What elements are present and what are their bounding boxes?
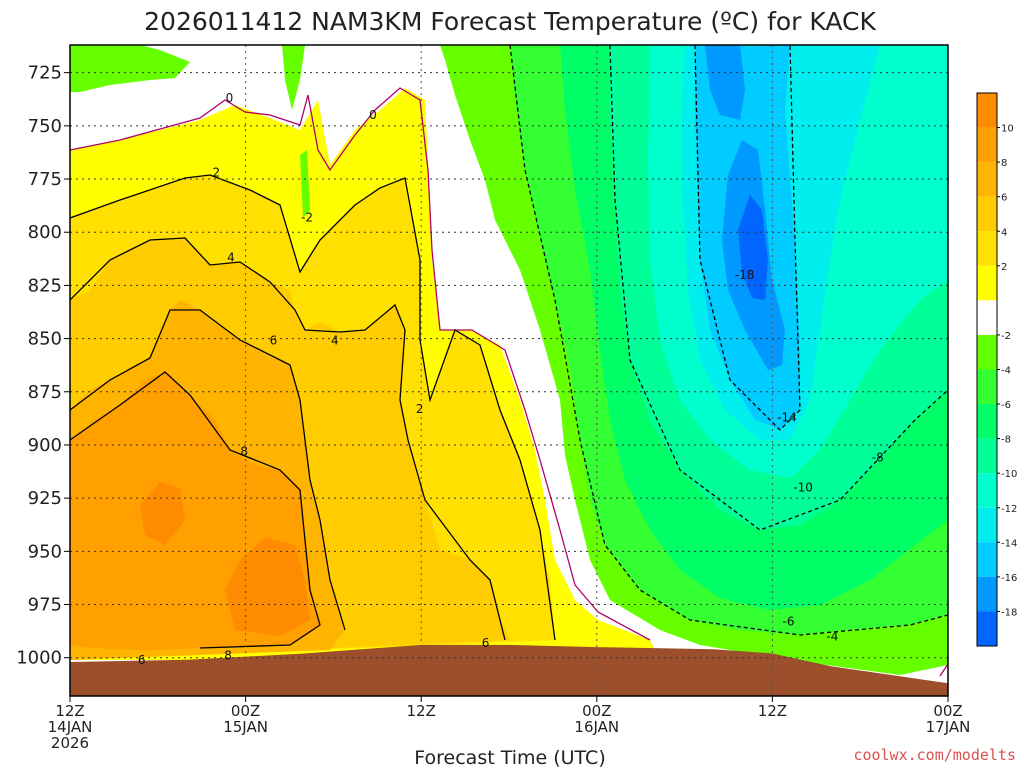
- colorbar: 10 8 6 4 2 -2 -4 -6 -8 -10 -12 -14 -16 -18: [976, 92, 1017, 647]
- contour-minus6-line: [509, 45, 948, 636]
- x-tick-label: 12Z: [758, 702, 787, 720]
- contour-label: -4: [826, 629, 838, 643]
- contour-labels: 0 0 2 -2 4 6 4 8 2 6 8 6 -18 -14 -10 -8 -6 -4: [138, 91, 884, 667]
- band-minus2-to-minus4-tendril: [300, 150, 310, 218]
- contour-0-line-b: [939, 663, 948, 677]
- colorbar-swatch: [977, 404, 997, 439]
- colorbar-label: 10: [1001, 124, 1014, 135]
- colorbar-label: -14: [1001, 538, 1017, 549]
- y-tick-label: 825: [28, 275, 62, 296]
- colorbar-label: -18: [1001, 607, 1017, 618]
- band-minus2-to-minus4-spike: [282, 45, 305, 110]
- contour-label: -14: [777, 410, 797, 424]
- band-minus16-to-minus18: [705, 45, 745, 120]
- colorbar-label: 6: [1001, 193, 1007, 204]
- contour-8-line: [70, 371, 321, 649]
- contour-0-line-a: [70, 87, 651, 641]
- contour-2-line: [70, 174, 556, 641]
- contour-label: 2: [213, 166, 221, 180]
- y-tick-label: 900: [28, 435, 62, 456]
- colorbar-label: -12: [1001, 504, 1017, 515]
- x-tick-label: 00Z: [231, 702, 260, 720]
- y-tick-label: 950: [28, 541, 62, 562]
- contour-label: -6: [783, 615, 795, 629]
- colorbar-swatch: [977, 196, 997, 232]
- contour-label: 0: [226, 91, 234, 105]
- x-axis-label: Forecast Time (UTC): [414, 747, 605, 768]
- y-tick-label: 775: [28, 169, 62, 190]
- plot-frame: [69, 44, 949, 697]
- x-tick-label: 14JAN: [48, 718, 93, 736]
- y-tick-label: 850: [28, 329, 62, 350]
- colorbar-swatch: [977, 231, 997, 266]
- contour-label: 8: [224, 649, 232, 663]
- colorbar-label: 2: [1001, 262, 1007, 273]
- y-tick-label: 725: [28, 63, 62, 84]
- x-tick-label: 17JAN: [926, 718, 971, 736]
- band-minus2-to-minus4-topleft: [70, 45, 190, 92]
- x-tick-label: 15JAN: [223, 718, 268, 736]
- x-tick-label: 2026: [51, 734, 89, 752]
- y-tick-label: 925: [28, 488, 62, 509]
- colorbar-label: -10: [1001, 469, 1017, 480]
- colorbar-label: 4: [1001, 227, 1007, 238]
- contour-label: -8: [872, 451, 884, 465]
- colorbar-label: -16: [1001, 573, 1017, 584]
- y-tick-label: 800: [28, 222, 62, 243]
- contour-label: 4: [331, 334, 339, 348]
- colorbar-swatch: [977, 265, 997, 301]
- contour-4-line: [70, 237, 506, 641]
- contour-label: -18: [735, 268, 755, 282]
- contour-label: 6: [482, 636, 490, 650]
- y-tick-label: 1000: [16, 648, 62, 669]
- credit-text: coolwx.com/modelts: [853, 746, 1016, 764]
- colorbar-swatch: [977, 542, 997, 577]
- colorbar-swatch: [977, 93, 997, 128]
- colorbar-swatch: [977, 127, 997, 163]
- plot-area: [70, 45, 948, 696]
- band-10-plus-b: [225, 538, 310, 636]
- y-tick-label: 875: [28, 382, 62, 403]
- x-tick-label: 12Z: [55, 702, 84, 720]
- x-tick-label: 16JAN: [574, 718, 619, 736]
- colorbar-label: -8: [1001, 435, 1011, 446]
- contour-6-line: [70, 309, 346, 631]
- contour-lines: [70, 45, 948, 677]
- y-tick-label: 975: [28, 595, 62, 616]
- colorbar-swatch: [977, 438, 997, 474]
- band-minus18-core: [738, 195, 768, 300]
- contour-label: 2: [416, 402, 424, 416]
- colorbar-swatch: [977, 611, 997, 646]
- colorbar-swatch: [977, 369, 997, 405]
- x-tick-label: 12Z: [407, 702, 436, 720]
- colorbar-swatch: [977, 334, 997, 370]
- contour-label: 6: [270, 334, 278, 348]
- contour-minus10-line: [609, 45, 948, 531]
- ground-terrain: [70, 644, 948, 696]
- chart-title: 2026011412 NAM3KM Forecast Temperature (…: [144, 7, 876, 36]
- colorbar-swatch: [977, 473, 997, 508]
- contour-label: -2: [301, 210, 313, 224]
- contour-minus14-line: [694, 45, 801, 431]
- contour-label: 4: [227, 251, 235, 265]
- y-axis: 725 750 775 800 825 850 875 900 925 950 975 1000: [16, 63, 70, 669]
- colorbar-swatch: [977, 576, 997, 612]
- colorbar-swatch: [977, 507, 997, 543]
- y-tick-label: 750: [28, 116, 62, 137]
- grid-lines: [70, 45, 948, 696]
- contour-label: -10: [793, 481, 813, 495]
- contour-label: 8: [240, 444, 248, 458]
- x-tick-label: 00Z: [933, 702, 962, 720]
- colorbar-label: -2: [1001, 331, 1011, 342]
- x-tick-label: 00Z: [582, 702, 611, 720]
- contour-label: 6: [138, 653, 146, 667]
- colorbar-label: -4: [1001, 366, 1011, 377]
- colorbar-swatch: [977, 162, 997, 197]
- contour-label: 0: [369, 108, 377, 122]
- colorbar-swatch: [977, 300, 997, 335]
- colorbar-label: 8: [1001, 158, 1007, 169]
- colorbar-label: -6: [1001, 400, 1011, 411]
